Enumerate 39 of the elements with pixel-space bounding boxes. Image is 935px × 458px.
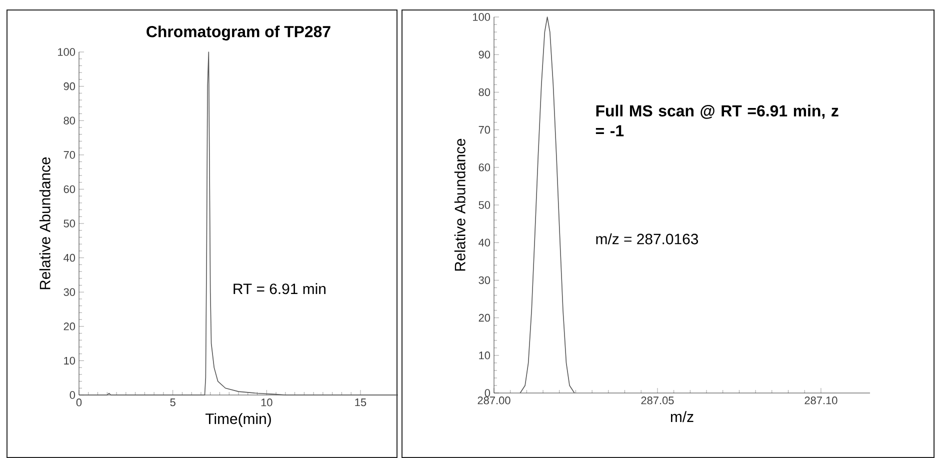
chart-title: Chromatogram of TP287 <box>146 26 330 40</box>
y-tick-label: 10 <box>64 356 76 365</box>
x-tick-label: 0 <box>76 398 82 406</box>
text: Full MS scan @ RT =6.91 min, z = -1 <box>596 104 838 136</box>
x-tick-label: 5 <box>170 398 176 406</box>
x-tick-label: 15 <box>355 398 366 406</box>
x-tick-label: 10 <box>261 398 272 406</box>
y-tick-label: 50 <box>64 220 76 228</box>
line-series <box>78 52 398 396</box>
y-tick-label: 90 <box>478 50 490 58</box>
y-tick-label: 0 <box>484 389 490 397</box>
y-tick-label: 30 <box>64 288 76 296</box>
y-tick-label: 80 <box>478 88 490 96</box>
annotation: m/z = 287.0163 <box>596 233 698 244</box>
line-series <box>520 16 575 394</box>
x-axis-title: Time(min) <box>205 413 271 428</box>
x-tick-label: 287.05 <box>641 396 674 404</box>
y-tick-label: 40 <box>478 238 490 246</box>
y-tick-label: 40 <box>64 254 76 262</box>
y-tick-label: 60 <box>64 185 76 194</box>
y-tick-label: 70 <box>64 151 76 159</box>
y-tick-label: 60 <box>478 164 490 172</box>
x-tick-label: 287.00 <box>478 396 510 404</box>
y-tick-label: 0 <box>70 391 76 399</box>
y-tick-label: 90 <box>64 82 76 90</box>
y-tick-label: 100 <box>58 48 76 56</box>
y-tick-label: 70 <box>478 126 490 134</box>
y-tick-label: 10 <box>479 352 490 360</box>
y-tick-label: 20 <box>478 314 490 322</box>
y-tick-label: 80 <box>64 116 76 124</box>
x-tick-label: 287.10 <box>804 396 838 404</box>
y-tick-label: 20 <box>64 322 76 330</box>
y-tick-label: 100 <box>473 13 490 21</box>
x-axis-title: m/z <box>670 411 694 422</box>
y-axis-title: Relative Abundance <box>454 138 466 271</box>
annotation: RT = 6.91 min <box>234 283 326 294</box>
y-tick-label: 30 <box>478 276 490 284</box>
y-axis-title: Relative Abundance <box>39 157 50 290</box>
y-tick-label: 50 <box>478 201 490 209</box>
